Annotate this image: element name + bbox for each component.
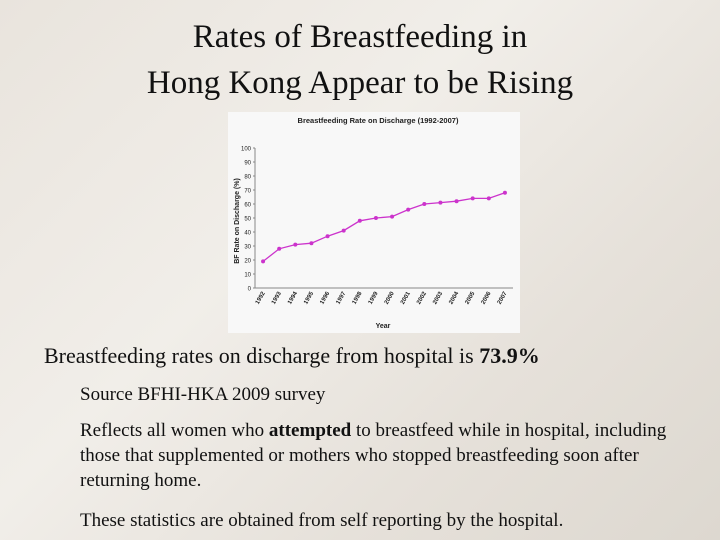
- bullet: Reflects all women who attempted to brea…: [80, 418, 680, 493]
- main-point: Breastfeeding rates on discharge from ho…: [44, 343, 540, 369]
- y-tick-label: 70: [244, 189, 251, 195]
- text: Breastfeeding rates on discharge from ho…: [44, 343, 480, 368]
- y-tick-label: 50: [244, 217, 251, 223]
- chart: Breastfeeding Rate on Discharge (1992-20…: [234, 116, 513, 330]
- y-tick-label: 100: [241, 147, 252, 153]
- x-tick-label: 2005: [465, 290, 477, 305]
- text: Source BFHI-HKA 2009 survey: [80, 384, 326, 405]
- y-tick-label: 10: [244, 273, 251, 279]
- text: to breastfeed while in hospital, includi…: [80, 420, 667, 491]
- marker: [293, 242, 298, 247]
- x-axis-label: Year: [376, 323, 391, 330]
- marker: [261, 259, 266, 264]
- marker: [373, 216, 378, 220]
- x-tick-label: 2007: [497, 290, 509, 305]
- marker: [406, 207, 411, 212]
- y-tick-label: 90: [244, 161, 251, 167]
- y-axis-label: BF Rate on Discharge (%): [234, 178, 241, 264]
- marker: [341, 228, 346, 233]
- y-tick-label: 0: [248, 287, 252, 293]
- marker: [438, 200, 443, 205]
- marker: [454, 199, 459, 204]
- y-tick-label: 60: [244, 203, 251, 209]
- x-tick-label: 1995: [303, 290, 315, 305]
- marker: [309, 241, 314, 246]
- y-tick-label: 20: [244, 259, 251, 265]
- x-tick-label: 1999: [368, 290, 380, 305]
- y-tick-label: 80: [244, 175, 251, 181]
- bullet: Source BFHI-HKA 2009 survey: [80, 382, 700, 407]
- x-tick-label: 1993: [271, 290, 283, 305]
- x-tick-label: 1998: [352, 290, 364, 305]
- bullet: These statistics are obtained from self …: [80, 508, 720, 533]
- x-tick-label: 1996: [319, 290, 331, 305]
- marker: [277, 246, 282, 251]
- title-line: Hong Kong Appear to be Rising: [146, 65, 574, 101]
- x-tick-label: 2006: [481, 290, 493, 305]
- highlight: 73.9%: [479, 343, 540, 368]
- x-tick-label: 2001: [400, 290, 412, 305]
- x-tick-label: 2000: [384, 290, 396, 305]
- text: Reflects all women who: [80, 420, 269, 441]
- marker: [486, 196, 491, 201]
- marker: [325, 234, 330, 239]
- line: [262, 192, 506, 262]
- slide-title: Rates of Breastfeeding in Hong Kong Appe…: [0, 14, 720, 106]
- marker: [390, 214, 395, 219]
- x-tick-label: 2003: [432, 290, 444, 305]
- title-line: Rates of Breastfeeding in: [192, 19, 528, 55]
- marker: [470, 196, 475, 201]
- marker: [422, 202, 427, 206]
- marker: [357, 218, 362, 223]
- chart-box: Breastfeeding Rate on Discharge (1992-20…: [228, 112, 520, 333]
- chart-title: Breastfeeding Rate on Discharge (1992-20…: [298, 116, 459, 125]
- highlight: attempted: [268, 420, 352, 441]
- x-tick-label: 1994: [287, 290, 299, 305]
- marker: [502, 190, 507, 195]
- y-tick-label: 30: [244, 245, 251, 251]
- x-tick-label: 2004: [448, 290, 460, 305]
- x-tick-label: 2002: [416, 290, 428, 305]
- x-tick-label: 1992: [255, 290, 267, 305]
- text: These statistics are obtained from self …: [80, 510, 564, 531]
- y-tick-label: 40: [244, 231, 251, 237]
- x-tick-label: 1997: [336, 290, 348, 305]
